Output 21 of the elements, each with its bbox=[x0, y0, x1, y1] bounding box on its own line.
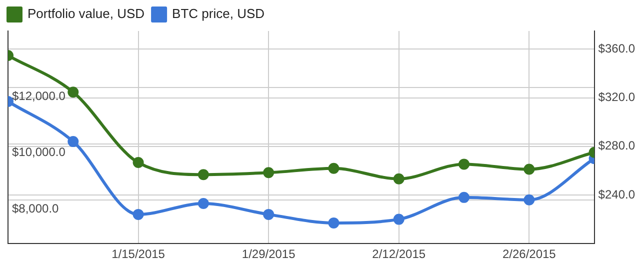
x-tick-label: 1/29/2015 bbox=[242, 247, 296, 262]
point bbox=[132, 208, 144, 220]
y2-tick-label: $280.0 bbox=[598, 138, 636, 153]
y2-tick-label: $360.0 bbox=[598, 42, 636, 56]
point bbox=[263, 208, 274, 220]
x-tick-label: 1/15/2015 bbox=[112, 247, 166, 262]
x-tick-label: 2/12/2015 bbox=[372, 247, 426, 262]
point bbox=[458, 192, 470, 203]
legend-label: Portfolio value, USD bbox=[28, 6, 145, 22]
y2-tick-label: $240.0 bbox=[598, 187, 636, 202]
y-tick-label: $10,000.0 bbox=[12, 145, 66, 160]
point bbox=[393, 214, 404, 225]
point bbox=[524, 194, 535, 206]
point bbox=[328, 217, 340, 228]
point bbox=[198, 198, 209, 210]
y-tick-label: $8,000.0 bbox=[12, 202, 60, 216]
point bbox=[68, 136, 79, 148]
y2-tick-label: $320.0 bbox=[598, 90, 636, 104]
legend-label: BTC price, USD bbox=[172, 6, 265, 22]
x-tick-label: 2/26/2015 bbox=[502, 247, 556, 262]
y-tick-label: $12,000.0 bbox=[12, 88, 66, 103]
